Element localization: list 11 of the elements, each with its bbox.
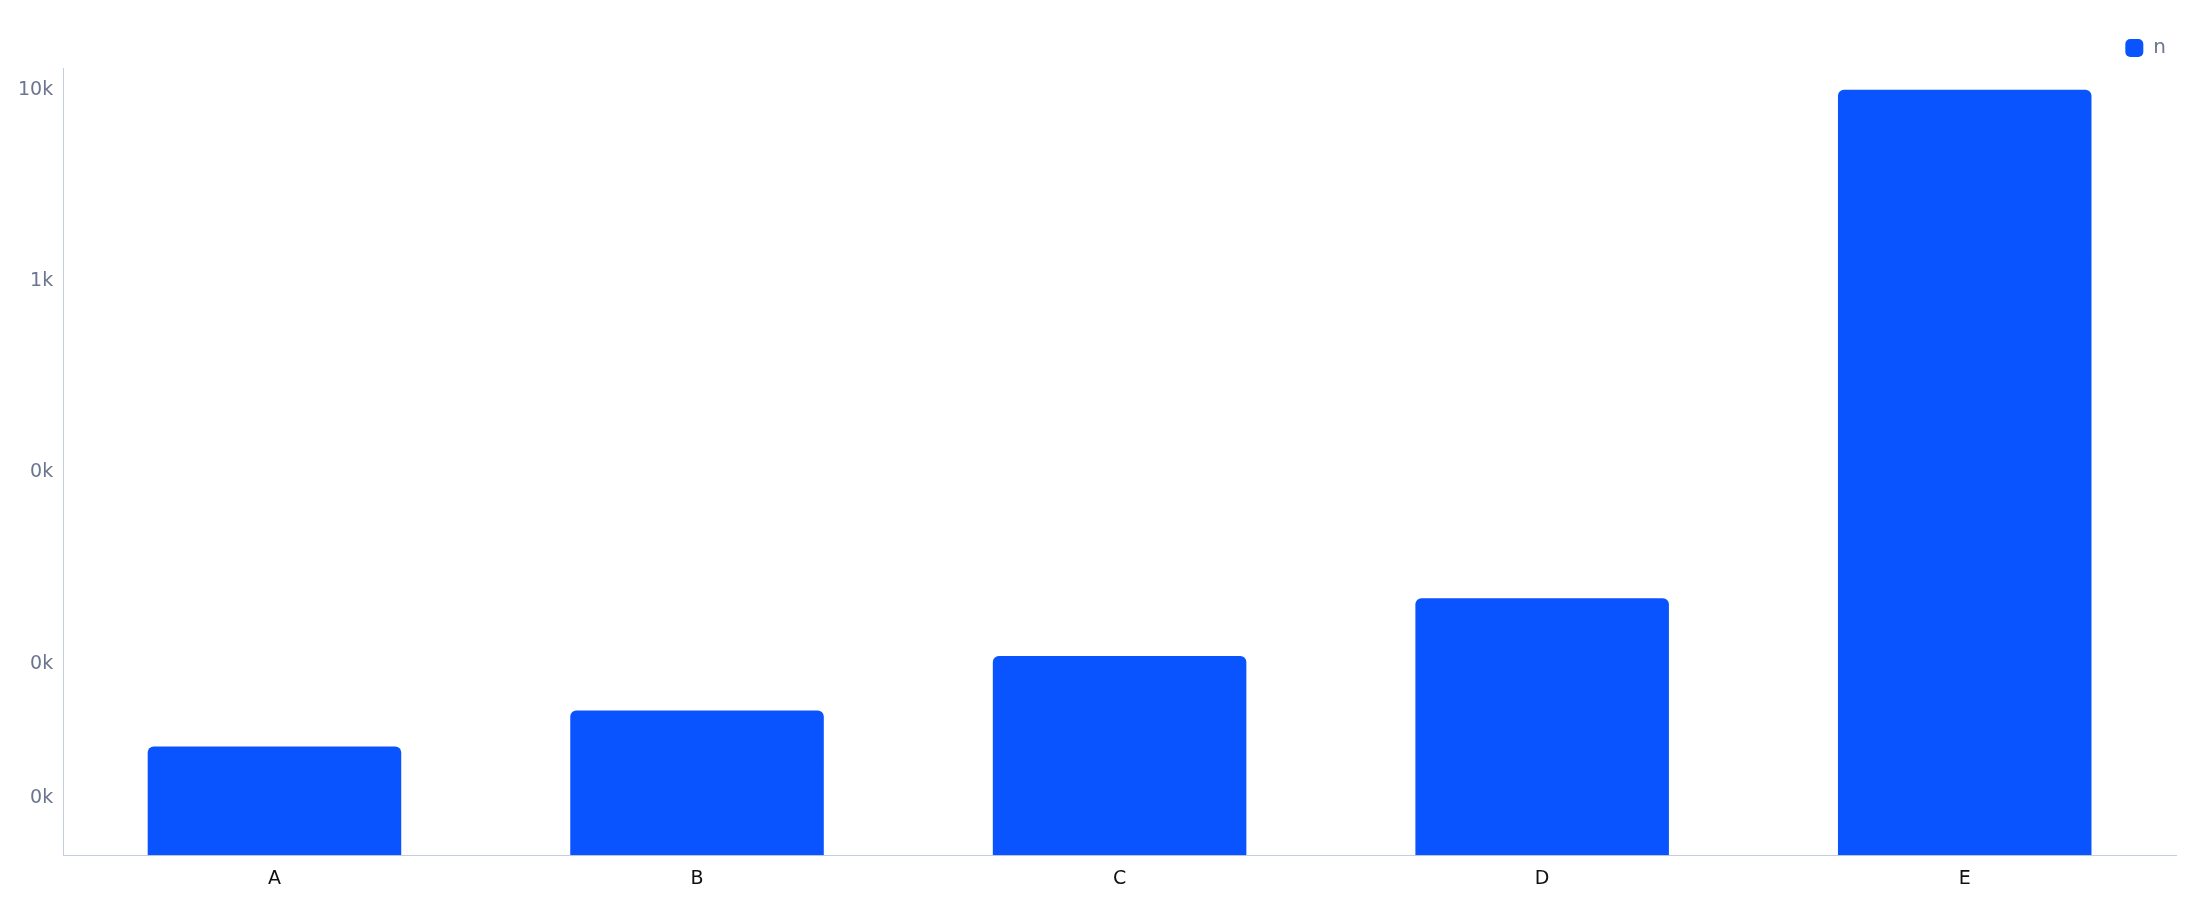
- x-tick-label: B: [690, 865, 704, 888]
- legend-label: n: [2153, 34, 2167, 59]
- y-tick-label: 0k: [30, 650, 54, 673]
- y-tick-label: 10k: [17, 76, 54, 99]
- y-tick-label: 0k: [30, 459, 54, 482]
- x-tick-label: C: [1112, 865, 1127, 888]
- y-tick-label: 0k: [30, 784, 54, 807]
- y-tick-label: 1k: [30, 268, 54, 291]
- x-tick-label: A: [267, 865, 281, 888]
- x-tick-label: D: [1534, 865, 1550, 888]
- x-tick-label: E: [1958, 865, 1971, 888]
